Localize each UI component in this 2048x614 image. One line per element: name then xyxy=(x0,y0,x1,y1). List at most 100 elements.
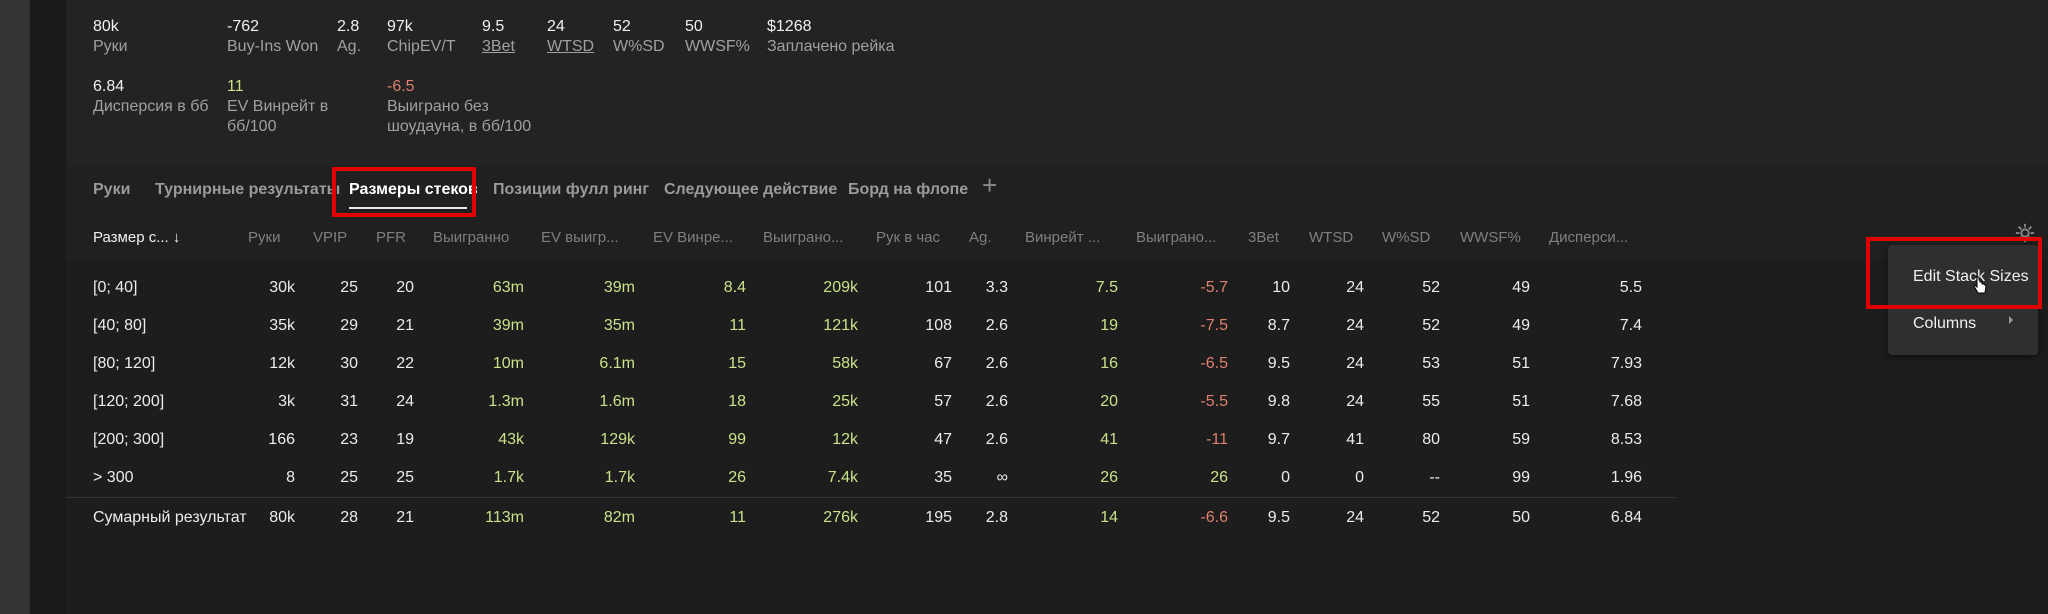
table-row-cell: 12k xyxy=(832,431,858,448)
table-row-cell: 9.8 xyxy=(1267,393,1290,410)
total-row-cell: 276k xyxy=(823,509,858,526)
col-variance[interactable]: Дисперси... xyxy=(1549,229,1629,246)
table-row-cell: 7.4k xyxy=(827,469,858,486)
table-row-cell: 20 xyxy=(396,279,414,296)
stat-value: 24 xyxy=(547,18,565,35)
stat-label[interactable]: WTSD xyxy=(547,38,595,55)
total-row-cell: 113m xyxy=(485,509,524,526)
col-3bet[interactable]: 3Bet xyxy=(1248,229,1279,246)
left-gap xyxy=(30,0,66,614)
col-won-2[interactable]: Выиграно... xyxy=(763,229,844,246)
col-wtsd[interactable]: WTSD xyxy=(1309,229,1354,246)
table-row-cell: 108 xyxy=(925,317,952,334)
stat-label: шоудауна, в бб/100 xyxy=(387,118,532,135)
table-row-cell: 25 xyxy=(340,279,358,296)
col-pfr[interactable]: PFR xyxy=(376,229,406,246)
total-row-cell: 11 xyxy=(729,509,746,526)
stat-label: WWSF% xyxy=(685,38,750,55)
table-row-cell: 12k xyxy=(269,355,295,372)
col-vpip[interactable]: VPIP xyxy=(313,229,348,246)
table-row-cell: 10 xyxy=(1272,279,1290,296)
stat-wwsf: 50 WWSF% xyxy=(685,17,750,57)
col-wwsf[interactable]: WWSF% xyxy=(1460,229,1521,246)
stat-label[interactable]: 3Bet xyxy=(482,38,515,55)
add-tab-button[interactable]: + xyxy=(982,170,998,200)
table-row-cell: 3.3 xyxy=(985,279,1008,296)
stat-label: Выиграно без xyxy=(387,98,489,115)
stat-ev-winrate: 11 EV Винрейт в бб/100 xyxy=(227,77,328,137)
total-row-cell: 24 xyxy=(1346,509,1364,526)
col-hands[interactable]: Руки xyxy=(248,229,281,246)
table-row-cell: 26 xyxy=(728,469,746,486)
table-row-cell: 1.7k xyxy=(493,469,524,486)
table-row-cell: 1.7k xyxy=(604,469,635,486)
stat-value: 6.84 xyxy=(93,78,125,95)
table-row-cell: > 300 xyxy=(93,469,134,486)
table-row-cell: 49 xyxy=(1512,317,1530,334)
tab-positions-full-ring[interactable]: Позиции фулл ринг xyxy=(493,181,649,198)
table-row-cell: 52 xyxy=(1422,279,1440,296)
stat-3bet[interactable]: 9.5 3Bet xyxy=(482,17,515,57)
table-row-cell: 7.68 xyxy=(1610,393,1642,410)
table-row-cell: [0; 40] xyxy=(93,279,138,296)
table-row-cell: 18 xyxy=(728,393,746,410)
table-row-cell: 23 xyxy=(340,431,358,448)
col-ev-won[interactable]: EV выигр... xyxy=(541,229,619,246)
table-row-cell: 52 xyxy=(1422,317,1440,334)
table-row-cell: 39m xyxy=(492,317,524,334)
sort-down-icon: ↓ xyxy=(172,229,181,246)
total-row-cell: 195 xyxy=(925,509,952,526)
total-row-cell: 28 xyxy=(340,509,358,526)
col-ev-winrate[interactable]: EV Винре... xyxy=(653,229,734,246)
total-row-cell: 21 xyxy=(396,509,414,526)
tab-tournament-results[interactable]: Турнирные результаты xyxy=(155,181,341,198)
table-header xyxy=(66,222,2048,260)
stat-wtsd[interactable]: 24 WTSD xyxy=(547,17,594,57)
table-row-cell: 166 xyxy=(268,431,295,448)
total-row-cell: 52 xyxy=(1422,509,1440,526)
table-row-cell: 24 xyxy=(1346,393,1364,410)
table-row-cell: 29 xyxy=(340,317,358,334)
col-hands-per-hour[interactable]: Рук в час xyxy=(876,229,941,246)
tab-next-action[interactable]: Следующее действие xyxy=(664,181,838,198)
menu-item-edit-stack-sizes[interactable]: Edit Stack Sizes xyxy=(1913,268,2029,285)
col-wsd[interactable]: W%SD xyxy=(1382,229,1431,246)
stat-label: бб/100 xyxy=(227,118,277,135)
tab-stack-sizes[interactable]: Размеры стеков xyxy=(349,181,478,198)
table-row-cell: 19 xyxy=(396,431,414,448)
tab-highlight-box xyxy=(332,167,476,217)
total-row-cell: 14 xyxy=(1100,509,1118,526)
menu-item-columns[interactable]: Columns xyxy=(1913,315,1977,332)
col-won[interactable]: Выигранно xyxy=(433,229,510,246)
table-row-cell: 99 xyxy=(728,431,746,448)
col-label: Размер с... xyxy=(93,229,169,246)
table-row-cell: 8.53 xyxy=(1610,431,1642,448)
table-row-cell: 59 xyxy=(1512,431,1530,448)
table-row-cell: 9.5 xyxy=(1267,355,1290,372)
table-row-cell: 129k xyxy=(600,431,635,448)
table-row-cell: 57 xyxy=(934,393,952,410)
table-row-cell: 121k xyxy=(823,317,858,334)
table-row-cell: 39m xyxy=(603,279,635,296)
total-row-cell: -6.6 xyxy=(1200,509,1228,526)
col-winrate[interactable]: Винрейт ... xyxy=(1025,229,1101,246)
stat-label: Руки xyxy=(93,38,128,55)
stat-label: ChipEV/T xyxy=(387,38,456,55)
table-row-cell: 2.6 xyxy=(985,317,1008,334)
col-ag[interactable]: Ag. xyxy=(969,229,992,246)
table-row-cell: 1.96 xyxy=(1610,469,1642,486)
hand-cursor-icon xyxy=(1973,276,1987,294)
col-won-3[interactable]: Выиграно... xyxy=(1136,229,1217,246)
table-row-cell: 9.7 xyxy=(1267,431,1290,448)
tab-bar xyxy=(66,166,2048,228)
stat-value: 2.8 xyxy=(337,18,360,35)
table-row-cell: 15 xyxy=(728,355,746,372)
table-row-cell: ∞ xyxy=(996,469,1008,486)
stat-won-without-showdown: -6.5 Выиграно без шоудауна, в бб/100 xyxy=(387,77,531,137)
tab-flop-board[interactable]: Борд на флопе xyxy=(848,181,969,198)
col-stack-size[interactable]: Размер с... ↓ xyxy=(93,228,180,248)
total-row-cell: 82m xyxy=(603,509,635,526)
tab-hands[interactable]: Руки xyxy=(93,181,131,198)
stat-value: -762 xyxy=(227,18,260,35)
table-row-cell: 63m xyxy=(492,279,524,296)
